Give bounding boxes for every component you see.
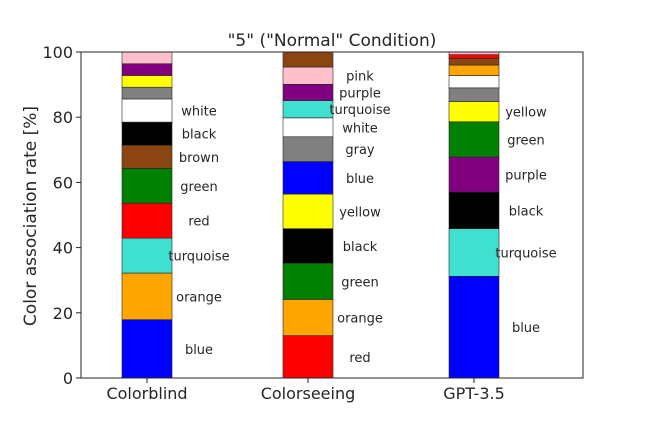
bar-segment-colorblind-blue bbox=[121, 319, 173, 379]
bars-group bbox=[121, 51, 500, 379]
segment-label-colorblind-turquoise: turquoise bbox=[168, 250, 229, 265]
bar-segment-colorseeing-green bbox=[282, 262, 334, 300]
segment-label-colorseeing-yellow: yellow bbox=[339, 205, 381, 220]
bar-segment-colorblind-black bbox=[121, 121, 173, 146]
segment-label-colorblind-brown: brown bbox=[179, 151, 219, 166]
bar-segment-colorblind-gray bbox=[121, 86, 173, 100]
bar-segment-colorseeing-turquoise bbox=[282, 100, 334, 119]
segment-label-colorseeing-green: green bbox=[341, 275, 379, 290]
bar-segment-gpt-3-5-yellow bbox=[448, 101, 500, 123]
segment-label-colorblind-green: green bbox=[180, 180, 218, 195]
segment-label-gpt-3-5-blue: blue bbox=[512, 321, 540, 336]
bar-segment-colorseeing-blue bbox=[282, 161, 334, 195]
bar-segment-gpt-3-5-purple bbox=[448, 156, 500, 193]
y-tick-label: 20 bbox=[53, 304, 73, 323]
bar-segment-gpt-3-5-green bbox=[448, 121, 500, 158]
bar-segment-colorseeing-yellow bbox=[282, 193, 334, 229]
segment-label-colorseeing-pink: pink bbox=[346, 70, 374, 85]
y-axis: 0 20 40 60 80 100 bbox=[42, 43, 81, 388]
segment-label-colorseeing-orange: orange bbox=[337, 312, 383, 327]
segment-label-gpt-3-5-yellow: yellow bbox=[505, 106, 547, 121]
x-axis: Colorblind Colorseeing GPT-3.5 bbox=[106, 378, 505, 403]
segment-label-colorblind-red: red bbox=[188, 215, 209, 230]
segment-label-gpt-3-5-black: black bbox=[509, 204, 544, 219]
y-axis-label: Color association rate [%] bbox=[21, 106, 41, 326]
y-tick-label: 40 bbox=[53, 239, 73, 258]
bar-segment-colorblind-yellow bbox=[121, 75, 173, 88]
segment-label-colorseeing-red: red bbox=[349, 351, 370, 366]
bar-segment-colorblind-pink bbox=[121, 51, 173, 65]
bar-segment-gpt-3-5-red bbox=[448, 54, 500, 59]
bar-segment-colorseeing-purple bbox=[282, 83, 334, 101]
segment-label-colorblind-blue: blue bbox=[185, 343, 213, 358]
bar-segment-colorblind-brown bbox=[121, 144, 173, 169]
segment-label-colorblind-black: black bbox=[182, 128, 217, 143]
y-tick-label: 80 bbox=[53, 108, 73, 127]
bar-segment-colorseeing-white bbox=[282, 117, 334, 138]
segment-label-gpt-3-5-turquoise: turquoise bbox=[495, 246, 556, 261]
plot-frame bbox=[80, 51, 584, 379]
y-tick-label: 0 bbox=[63, 369, 73, 388]
segment-label-colorseeing-gray: gray bbox=[345, 143, 375, 158]
bar-segment-gpt-3-5-brown bbox=[448, 58, 500, 66]
y-tick-label: 60 bbox=[53, 173, 73, 192]
bar-segment-colorblind-orange bbox=[121, 272, 173, 320]
bar-segment-colorblind-green bbox=[121, 168, 173, 204]
bar-segment-gpt-3-5-gray bbox=[448, 87, 500, 102]
bar-segment-colorseeing-gray bbox=[282, 136, 334, 162]
bar-segment-gpt-3-5-orange bbox=[448, 64, 500, 76]
x-tick-label: Colorblind bbox=[106, 384, 187, 403]
segment-label-colorseeing-black: black bbox=[343, 240, 378, 255]
bar-segment-colorseeing-orange bbox=[282, 299, 334, 336]
segment-label-colorblind-orange: orange bbox=[176, 290, 222, 305]
bar-segment-colorseeing-red bbox=[282, 335, 334, 379]
segment-label-colorseeing-turquoise: turquoise bbox=[329, 103, 390, 118]
segment-label-colorseeing-purple: purple bbox=[339, 86, 381, 101]
segment-label-colorseeing-blue: blue bbox=[346, 172, 374, 187]
x-tick-label: Colorseeing bbox=[261, 384, 356, 403]
y-tick-label: 100 bbox=[42, 43, 73, 62]
bar-segment-gpt-3-5-blue bbox=[448, 275, 500, 379]
segment-label-colorseeing-white: white bbox=[342, 121, 378, 136]
segment-label-gpt-3-5-purple: purple bbox=[505, 169, 547, 184]
bar-segment-colorseeing-pink bbox=[282, 66, 334, 85]
bar-segment-colorseeing-black bbox=[282, 228, 334, 264]
bar-segment-gpt-3-5-white bbox=[448, 75, 500, 89]
bar-segment-colorblind-turquoise bbox=[121, 237, 173, 274]
segment-label-gpt-3-5-green: green bbox=[507, 133, 545, 148]
segment-labels-group: blue orange turquoise red green brown black whi… bbox=[168, 70, 556, 366]
x-tick-label: GPT-3.5 bbox=[443, 384, 505, 403]
bar-segment-colorblind-white bbox=[121, 98, 173, 123]
bar-segment-colorseeing-brown bbox=[282, 51, 334, 68]
bar-segment-gpt-3-5-turquoise bbox=[448, 228, 500, 277]
segment-label-colorblind-white: white bbox=[181, 105, 217, 120]
bar-segment-colorblind-red bbox=[121, 202, 173, 239]
bar-segment-gpt-3-5-black bbox=[448, 191, 500, 229]
chart-title: "5" ("Normal" Condition) bbox=[228, 31, 437, 51]
bar-segment-colorblind-purple bbox=[121, 63, 173, 76]
